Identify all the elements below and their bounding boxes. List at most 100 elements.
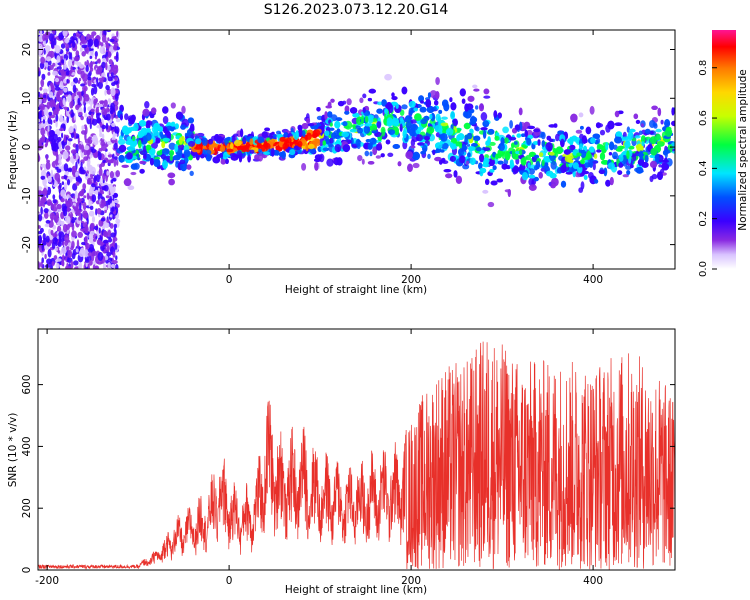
heatmap-cell	[356, 116, 363, 126]
heatmap-cell	[124, 113, 129, 121]
heatmap-cell	[386, 117, 393, 125]
heatmap-cell	[67, 94, 72, 103]
heatmap-cell	[528, 184, 537, 191]
heatmap-cell	[170, 121, 176, 127]
heatmap-cell	[96, 117, 102, 124]
heatmap-cell	[592, 133, 601, 139]
heatmap-cell	[130, 163, 138, 170]
heatmap-cell	[53, 37, 57, 46]
heatmap-cell	[83, 195, 87, 199]
heatmap-cell	[79, 202, 82, 211]
heatmap-cell	[596, 149, 602, 153]
heatmap-cell	[479, 103, 484, 112]
heatmap-cell	[112, 192, 119, 199]
heatmap-cell	[58, 231, 65, 238]
heatmap-cell	[618, 154, 624, 162]
heatmap-cell	[483, 88, 490, 95]
heatmap-cell	[178, 137, 183, 145]
heatmap-cell	[544, 162, 548, 167]
heatmap-cell	[72, 165, 77, 172]
heatmap-cell	[54, 86, 61, 91]
heatmap-cell	[455, 128, 462, 132]
heatmap-cell	[539, 152, 544, 158]
heatmap-cell	[435, 142, 443, 150]
heatmap-cell	[154, 156, 161, 160]
heatmap-cell	[49, 212, 56, 221]
heatmap-cell	[635, 144, 644, 150]
heatmap-cell	[405, 151, 414, 160]
heatmap-cell	[495, 153, 499, 160]
heatmap-cell	[306, 132, 312, 140]
heatmap-cell	[365, 139, 371, 143]
heatmap-cell	[63, 134, 67, 143]
heatmap-cell	[497, 160, 504, 165]
heatmap-cell	[51, 138, 54, 145]
heatmap-cell	[58, 147, 63, 152]
heatmap-cell	[95, 236, 98, 240]
heatmap-cell	[369, 151, 373, 157]
heatmap-cell	[272, 134, 278, 138]
heatmap-cell	[215, 135, 223, 144]
heatmap-cell	[59, 182, 62, 189]
heatmap-cell	[617, 170, 623, 176]
heatmap-cell	[392, 144, 400, 149]
heatmap-cell	[480, 112, 488, 121]
heatmap-cell	[107, 229, 112, 237]
heatmap-cell	[375, 155, 382, 159]
heatmap-cell	[53, 142, 59, 152]
chart-title: S126.2023.073.12.20.G14	[264, 2, 449, 18]
heatmap-cell	[123, 178, 132, 187]
heatmap-cell	[56, 97, 63, 101]
heatmap-cell	[626, 170, 631, 175]
heatmap-cell	[576, 152, 582, 157]
heatmap-cell	[109, 38, 115, 43]
heatmap-cell	[149, 114, 155, 119]
heatmap-cell	[91, 250, 98, 257]
heatmap-cell	[89, 61, 93, 69]
heatmap-cell	[473, 88, 480, 92]
heatmap-cell	[62, 254, 65, 262]
heatmap-cell	[664, 149, 671, 154]
heatmap-cell	[78, 249, 85, 257]
heatmap-cell	[279, 136, 287, 142]
heatmap-cell	[86, 192, 90, 200]
heatmap-cell	[334, 135, 341, 139]
heatmap-cell	[440, 149, 445, 153]
heatmap-cell	[208, 138, 214, 145]
heatmap-cell	[72, 40, 76, 49]
heatmap-cell	[94, 104, 100, 108]
heatmap-cell	[144, 101, 150, 109]
heatmap-cell	[449, 97, 453, 102]
heatmap-cell	[356, 127, 364, 134]
heatmap-cell	[429, 113, 433, 120]
heatmap-cell	[45, 62, 49, 68]
heatmap-cell	[334, 144, 342, 153]
heatmap-cell	[110, 87, 116, 97]
heatmap-cell	[649, 120, 656, 128]
heatmap-cell	[314, 138, 320, 143]
heatmap-cell	[116, 84, 120, 89]
heatmap-cell	[54, 215, 59, 223]
heatmap-cell	[83, 249, 89, 258]
heatmap-cell	[80, 222, 84, 230]
heatmap-cell	[110, 187, 115, 196]
heatmap-cell	[70, 112, 75, 117]
heatmap-cell	[189, 126, 195, 132]
heatmap-cell	[84, 145, 90, 151]
heatmap-cell	[635, 119, 641, 124]
heatmap-cell	[504, 151, 511, 161]
heatmap-cell	[475, 147, 482, 152]
colorbar-gradient	[712, 30, 736, 269]
heatmap-cell	[82, 222, 87, 228]
heatmap-cell	[179, 159, 186, 165]
heatmap-cell	[63, 106, 68, 110]
heatmap-cell	[115, 118, 121, 123]
heatmap-cell	[263, 151, 270, 156]
heatmap-cell	[100, 242, 103, 247]
heatmap-cell	[212, 156, 221, 164]
heatmap-cell	[47, 72, 51, 76]
heatmap-cell	[425, 99, 432, 108]
heatmap-cell	[186, 164, 192, 170]
heatmap-cell	[52, 237, 58, 245]
heatmap-cell	[114, 126, 120, 135]
